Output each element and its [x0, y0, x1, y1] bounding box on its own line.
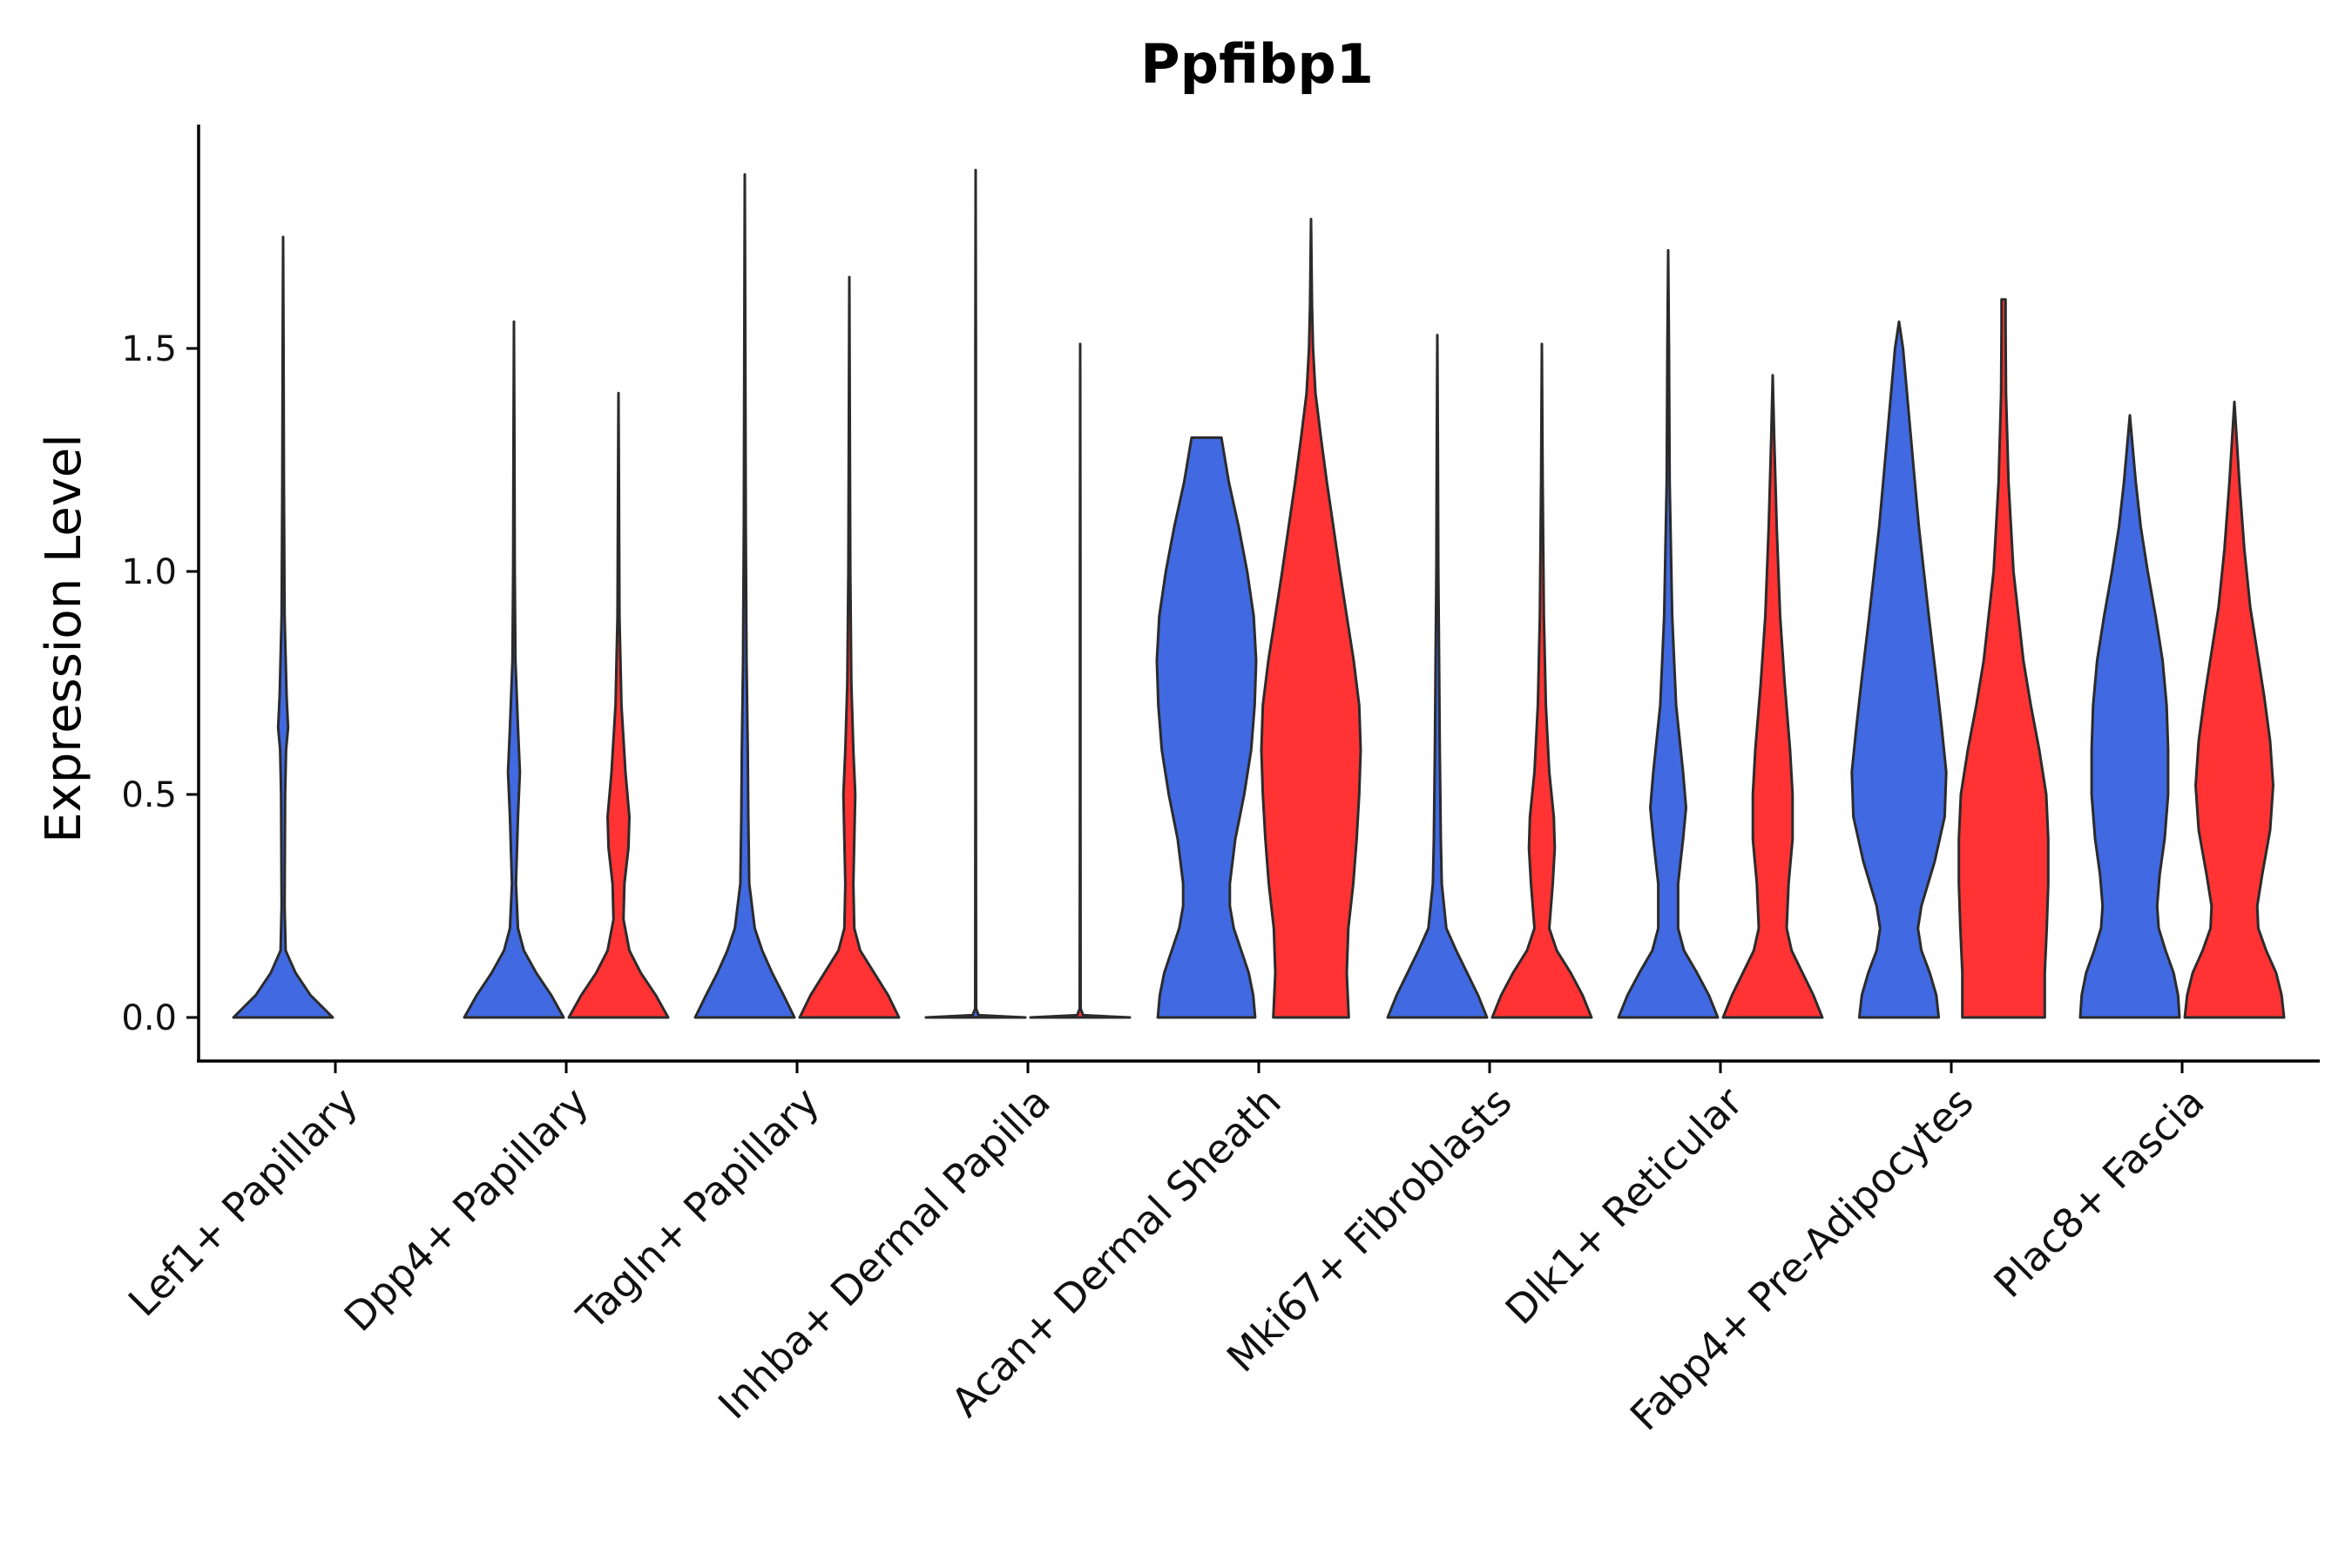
x-tick-label-dpp4-papillary: Dpp4+ Papillary [335, 1078, 598, 1341]
violin-dlk1-reticular-group-1 [1617, 248, 1720, 1019]
violin-dpp4-papillary-group-2 [567, 391, 670, 1019]
y-tick-label: 0.0 [121, 998, 177, 1038]
x-tick-label-plac8-fascia: Plac8+ Fascia [1984, 1078, 2213, 1307]
x-tick-label-dlk1-reticular: Dlk1+ Reticular [1497, 1078, 1752, 1334]
violin-mki67-fibroblasts-group-1 [1386, 334, 1489, 1019]
violin-fabp4-pre-adipocytes-group-2 [1957, 298, 2050, 1019]
y-tick-label: 1.5 [121, 329, 177, 369]
violin-inhba-dermal-papilla-group-2 [1029, 342, 1132, 1019]
violin-fabp4-pre-adipocytes-group-1 [1850, 320, 1948, 1019]
violin-inhba-dermal-papilla-group-1 [924, 168, 1027, 1019]
y-ticks: 0.0 0.5 1.0 1.5 [121, 329, 199, 1038]
violin-lef1-papillary-group-1 [232, 235, 335, 1019]
violin-acan-dermal-sheath-group-1 [1155, 436, 1258, 1019]
chart-title: Ppfibp1 [1140, 32, 1374, 96]
x-tick-label-lef1-papillary: Lef1+ Papillary [119, 1078, 367, 1326]
y-axis-label: Expression Level [36, 434, 92, 843]
violin-dlk1-reticular-group-2 [1721, 374, 1824, 1019]
y-tick-label: 0.5 [121, 775, 177, 815]
violin-tagln-papillary-group-2 [798, 275, 901, 1019]
violin-dpp4-papillary-group-1 [463, 320, 565, 1019]
violin-mki67-fibroblasts-group-2 [1490, 342, 1593, 1019]
violin-acan-dermal-sheath-group-2 [1260, 218, 1362, 1019]
x-tick-label-tagln-papillary: Tagln+ Papillary [567, 1078, 828, 1340]
violin-plac8-fascia-group-1 [2078, 414, 2181, 1019]
violin-plac8-fascia-group-2 [2183, 400, 2286, 1019]
violin-series [232, 168, 2286, 1019]
y-tick-label: 1.0 [121, 552, 177, 592]
violin-tagln-papillary-group-1 [693, 172, 796, 1019]
